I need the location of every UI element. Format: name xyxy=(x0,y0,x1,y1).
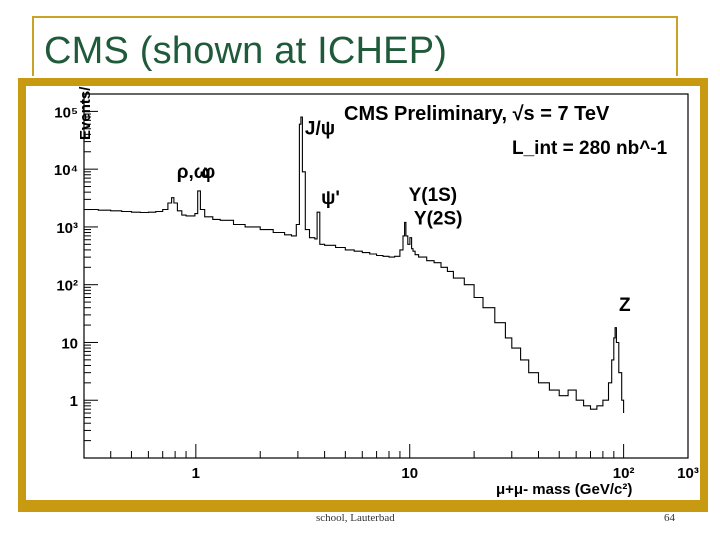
mass-spectrum-line xyxy=(84,116,625,413)
peak-annotation: Υ(2S) xyxy=(414,209,463,230)
x-tick-label: 10² xyxy=(613,465,635,482)
chart-title: CMS Preliminary, √s = 7 TeV xyxy=(344,103,610,125)
y-tick-label: 10⁴ xyxy=(54,162,78,179)
y-tick-label: 10 xyxy=(61,335,78,352)
plot-background xyxy=(26,86,700,500)
y-tick-label: 1 xyxy=(70,393,78,410)
y-tick-label: 10⁵ xyxy=(54,104,78,121)
data-layer xyxy=(84,116,625,413)
luminosity-label: L_int = 280 nb^-1 xyxy=(512,138,668,159)
x-tick-label: 1 xyxy=(192,465,200,482)
plot-border xyxy=(83,93,689,459)
peak-annotation: Z xyxy=(619,295,631,316)
page-number: 64 xyxy=(664,512,675,524)
x-tick-label: 10³ xyxy=(677,465,699,482)
tick-labels: 1 10 10² 10³ 10⁴ 10⁵ 1 10 10² 10³ xyxy=(54,104,699,482)
annotations: ρ,ωφ J/ψ ψ' Υ(1S) Υ(2S) Z xyxy=(177,118,631,316)
right-decorative-line xyxy=(676,16,678,76)
peak-annotation: Υ(1S) xyxy=(409,185,458,206)
y-axis-label: Events/GeV xyxy=(77,86,94,140)
peak-annotation: φ xyxy=(202,162,216,183)
y-tick-label: 10³ xyxy=(56,220,78,237)
y-tick-label: 10² xyxy=(56,278,78,295)
dimuon-mass-chart: 1 10 10² 10³ 10⁴ 10⁵ 1 10 10² 10³ Events/GeV μ+μ-… xyxy=(54,86,699,498)
x-axis-label: μ+μ- mass (GeV/c²) xyxy=(496,481,632,498)
x-tick-label: 10 xyxy=(401,465,418,482)
peak-annotation: J/ψ xyxy=(305,118,335,139)
axes xyxy=(83,93,689,459)
peak-annotation: ρ,ω xyxy=(177,162,210,183)
peak-annotation: ψ' xyxy=(321,188,340,209)
footer-text: school, Lauterbad xyxy=(316,512,395,524)
slide-title: CMS (shown at ICHEP) xyxy=(44,30,448,72)
tick-marks xyxy=(83,93,689,459)
top-decorative-line xyxy=(32,16,678,18)
left-decorative-line xyxy=(32,16,34,76)
